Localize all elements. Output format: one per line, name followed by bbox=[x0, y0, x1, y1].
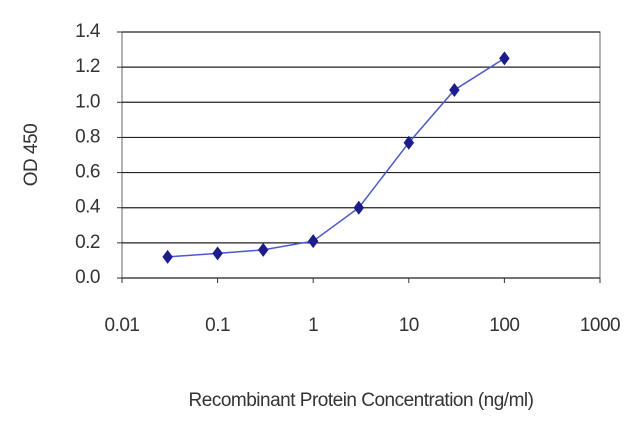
x-axis-title: Recombinant Protein Concentration (ng/ml… bbox=[189, 390, 534, 411]
data-point bbox=[212, 246, 223, 261]
plot-area bbox=[121, 31, 601, 279]
x-tick-label: 1000 bbox=[580, 315, 620, 336]
y-tick-label: 0.0 bbox=[75, 267, 100, 288]
y-tick-label: 1.0 bbox=[75, 91, 100, 112]
y-tick-label: 1.4 bbox=[75, 21, 101, 42]
y-tick-label: 0.8 bbox=[75, 126, 100, 147]
x-tick-label: 10 bbox=[399, 315, 419, 336]
data-point bbox=[162, 249, 173, 264]
x-tick-label: 0.01 bbox=[105, 315, 140, 336]
x-tick-label: 0.1 bbox=[205, 315, 230, 336]
data-point bbox=[307, 234, 319, 249]
data-point bbox=[257, 242, 269, 257]
y-axis-title: OD 450 bbox=[21, 124, 42, 186]
x-tick-label: 100 bbox=[489, 315, 519, 336]
data-point bbox=[403, 135, 415, 150]
data-point bbox=[353, 200, 365, 215]
y-tick-label: 0.4 bbox=[75, 197, 101, 218]
x-tick-label: 1 bbox=[308, 315, 318, 336]
y-tick-label: 1.2 bbox=[75, 56, 100, 77]
data-point bbox=[449, 82, 460, 97]
y-tick-label: 0.2 bbox=[75, 232, 100, 253]
data-line bbox=[167, 57, 505, 258]
y-tick-label: 0.6 bbox=[75, 162, 100, 183]
data-point bbox=[499, 51, 510, 66]
